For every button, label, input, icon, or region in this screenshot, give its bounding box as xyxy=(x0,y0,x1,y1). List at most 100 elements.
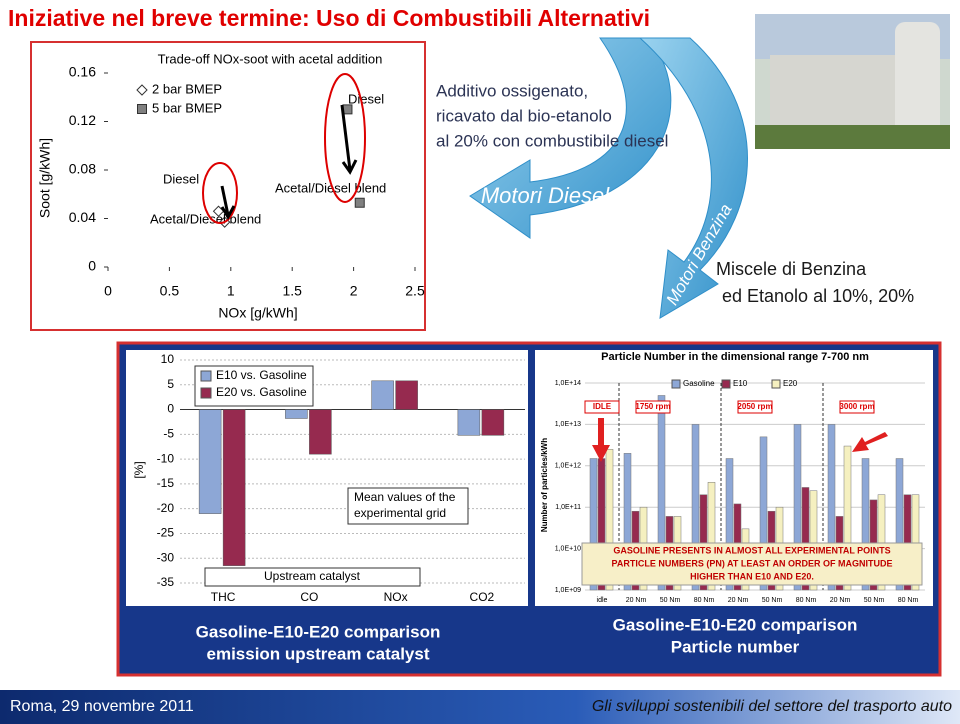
slide-title: Iniziative nel breve termine: Uso di Com… xyxy=(8,5,650,31)
x-tick-label: CO2 xyxy=(470,590,495,604)
arrow xyxy=(220,185,236,221)
x-tick-label: NOx xyxy=(384,590,408,604)
group-box xyxy=(737,400,773,414)
y-tick-label: 0.12 xyxy=(69,112,96,128)
highlight xyxy=(324,73,366,203)
y-tick-label: 0.04 xyxy=(69,209,96,225)
box-label: Upstream catalyst xyxy=(264,569,361,583)
y-tick-label: -5 xyxy=(163,427,174,441)
annotation: Diesel xyxy=(348,91,384,106)
legend-label: E20 vs. Gasoline xyxy=(216,385,307,399)
x-tick-label: 50 Nm xyxy=(660,597,681,604)
group-box xyxy=(584,400,620,414)
bar xyxy=(827,424,836,591)
legend-label: E20 xyxy=(783,379,798,388)
group-label: 3000 rpm xyxy=(839,402,874,411)
legend-swatch xyxy=(200,387,212,399)
y-tick-label: 10 xyxy=(161,352,175,366)
note: PARTICLE NUMBERS (PN) AT LEAST AN ORDER … xyxy=(612,558,893,568)
y-tick-label: 0 xyxy=(88,258,96,274)
y-tick-label: 1,0E+11 xyxy=(555,504,581,511)
bar xyxy=(725,458,734,591)
x-tick-label: 80 Nm xyxy=(796,597,817,604)
y-tick-label: 1,0E+10 xyxy=(555,545,581,552)
legend-label: 2 bar BMEP xyxy=(152,81,222,96)
y-axis-label: [%] xyxy=(132,461,146,478)
group-box xyxy=(839,400,875,414)
x-tick-label: 1.5 xyxy=(282,283,302,299)
y-tick-label: 5 xyxy=(167,377,174,391)
y-axis-label: Soot [g/kWh] xyxy=(37,138,53,218)
x-tick-label: 20 Nm xyxy=(728,597,749,604)
arrow xyxy=(340,104,358,175)
chart-title: Particle Number in the dimensional range… xyxy=(601,351,869,363)
y-tick-label: -10 xyxy=(157,451,175,465)
group-label: 2050 rpm xyxy=(737,402,772,411)
note: experimental grid xyxy=(354,506,446,520)
box-label-frame xyxy=(204,567,421,587)
petrol-text: ed Etanolo al 10%, 20% xyxy=(722,286,914,306)
footer-bar xyxy=(0,690,960,724)
x-tick-label: 80 Nm xyxy=(898,597,919,604)
note: GASOLINE PRESENTS IN ALMOST ALL EXPERIME… xyxy=(613,545,890,555)
x-tick-label: 80 Nm xyxy=(694,597,715,604)
y-tick-label: 1,0E+12 xyxy=(555,463,581,470)
bar xyxy=(371,380,394,410)
x-tick-label: 2.5 xyxy=(405,283,425,299)
bar xyxy=(589,458,598,591)
y-tick-label: 0 xyxy=(167,402,174,416)
y-tick-label: -20 xyxy=(157,501,175,515)
annotation: Acetal/Diesel blend xyxy=(150,211,261,226)
red-arrow xyxy=(592,418,610,462)
petrol-arrow xyxy=(638,37,748,319)
legend-label: E10 vs. Gasoline xyxy=(216,368,307,382)
y-tick-label: -35 xyxy=(157,575,175,589)
bar xyxy=(198,409,222,514)
bar xyxy=(793,424,802,591)
caption: emission upstream catalyst xyxy=(207,644,430,663)
legend-swatch xyxy=(200,370,212,382)
legend-label: Gasoline xyxy=(683,379,715,388)
x-tick-label: 0.5 xyxy=(160,283,180,299)
note-box xyxy=(347,487,469,525)
bar xyxy=(895,458,904,591)
group-label: IDLE xyxy=(593,402,612,411)
annotation: Diesel xyxy=(163,171,199,186)
legend-box xyxy=(194,365,314,407)
y-tick-label: 0.08 xyxy=(69,161,96,177)
bar xyxy=(707,482,716,591)
bar xyxy=(809,490,818,591)
chart-title: Trade-off NOx-soot with acetal addition xyxy=(158,51,383,66)
bar xyxy=(285,409,308,419)
scatter-panel xyxy=(30,41,426,331)
bar xyxy=(801,487,810,591)
footer-event: Gli sviluppi sostenibili del settore del… xyxy=(592,698,952,715)
bar xyxy=(222,409,246,566)
x-tick-label: 50 Nm xyxy=(864,597,885,604)
caption: Particle number xyxy=(671,637,800,656)
bar xyxy=(623,453,632,591)
legend-label: 5 bar BMEP xyxy=(152,100,222,115)
y-tick-label: -15 xyxy=(157,476,175,490)
x-tick-label: idle xyxy=(597,597,608,604)
bar-panel xyxy=(126,350,528,606)
x-axis-label: NOx [g/kWh] xyxy=(218,305,297,321)
diesel-text: ricavato dal bio-etanolo xyxy=(436,106,612,125)
bar xyxy=(911,494,920,591)
legend-marker xyxy=(136,84,148,96)
red-arrow xyxy=(852,432,888,452)
bar xyxy=(657,395,666,591)
y-tick-label: -30 xyxy=(157,550,175,564)
y-tick-label: 1,0E+13 xyxy=(555,421,581,428)
x-tick-label: 2 xyxy=(350,283,358,299)
diesel-text: Additivo ossigenato, xyxy=(436,81,588,100)
legend-swatch xyxy=(671,379,681,389)
bar xyxy=(877,494,886,591)
petrol-text: Miscele di Benzina xyxy=(716,259,867,279)
bar xyxy=(903,494,912,591)
bar xyxy=(759,436,768,591)
marker xyxy=(354,197,365,208)
legend-swatch xyxy=(771,379,781,389)
legend-label: E10 xyxy=(733,379,748,388)
